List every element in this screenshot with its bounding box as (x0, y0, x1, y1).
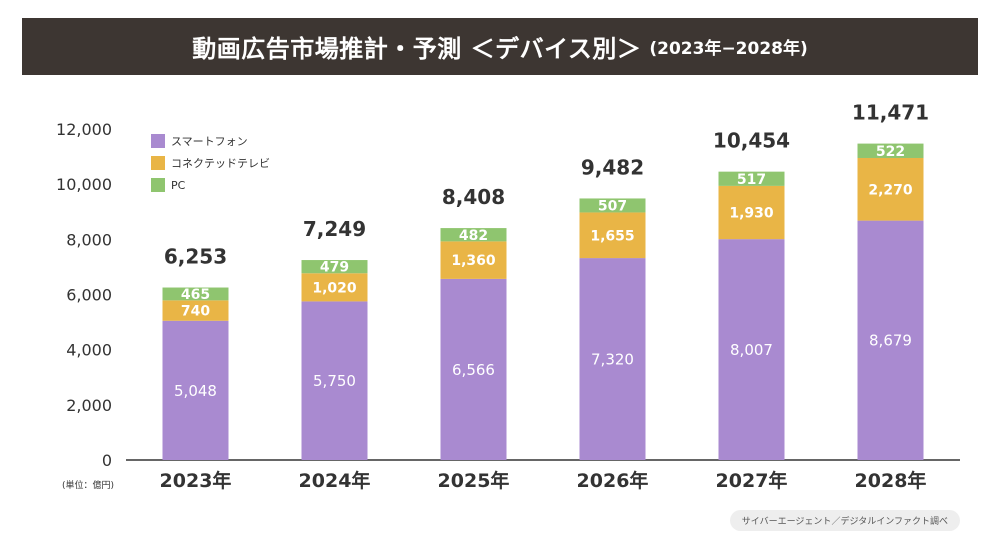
bar-value-label: 482 (459, 228, 488, 244)
bar-segment (579, 198, 646, 213)
bar-segment (301, 301, 368, 460)
bar-segment (718, 239, 785, 460)
y-tick-label: 2,000 (66, 396, 112, 415)
y-tick-label: 12,000 (56, 120, 112, 139)
x-tick-label: 2027年 (716, 469, 788, 492)
bar-segment (162, 287, 229, 301)
bar-segment (162, 320, 229, 460)
bar-segment (718, 171, 785, 186)
bar-value-label: 5,750 (313, 372, 356, 390)
bar-value-label: 7,320 (591, 350, 634, 368)
y-tick-label: 6,000 (66, 286, 112, 305)
bar-value-label: 1,930 (729, 206, 774, 222)
bar-value-label: 2,270 (868, 182, 913, 198)
bar-segment (162, 300, 229, 321)
y-tick-label: 10,000 (56, 175, 112, 194)
bar-value-label: 6,566 (452, 361, 495, 379)
legend-label: PC (171, 179, 186, 192)
bar-value-label: 507 (598, 198, 627, 214)
bar-segment (440, 278, 507, 460)
bar-total-label: 6,253 (164, 245, 227, 269)
bar-segment (440, 228, 507, 242)
x-tick-label: 2024年 (299, 469, 371, 492)
bar-value-label: 1,655 (590, 228, 634, 244)
bar-segment (718, 185, 785, 240)
bar-value-label: 5,048 (174, 382, 217, 400)
y-tick-label: 8,000 (66, 230, 112, 249)
bar-value-label: 465 (181, 287, 210, 303)
bar-total-label: 10,454 (713, 129, 790, 153)
bar-value-label: 517 (737, 172, 766, 188)
x-tick-label: 2025年 (438, 469, 510, 492)
bar-segment (857, 220, 924, 460)
bar-value-label: 522 (876, 144, 905, 160)
bar-segment (301, 260, 368, 274)
y-tick-label: 4,000 (66, 341, 112, 360)
bar-total-label: 11,471 (852, 101, 929, 125)
bar-segment (857, 157, 924, 221)
bar-value-label: 1,360 (451, 253, 496, 269)
bar-value-label: 8,679 (869, 332, 912, 350)
source-note: サイバーエージェント／デジタルインファクト調べ (729, 510, 960, 531)
bar-segment (579, 212, 646, 259)
legend-label: コネクテッドテレビ (171, 157, 270, 170)
bar-segment (440, 241, 507, 279)
bar-total-label: 9,482 (581, 155, 644, 179)
legend-swatch (151, 178, 165, 192)
chart-subtitle: (2023年−2028年) (649, 39, 808, 59)
title-bar: 動画広告市場推計・予測 ＜デバイス別＞ (2023年−2028年) (22, 18, 978, 75)
unit-label: (単位：億円) (62, 479, 114, 491)
x-tick-label: 2026年 (577, 469, 649, 492)
bar-value-label: 479 (320, 260, 349, 276)
x-tick-label: 2023年 (160, 469, 232, 492)
bar-segment (857, 143, 924, 158)
bar-value-label: 740 (181, 304, 210, 320)
bar-value-label: 1,020 (312, 280, 357, 296)
x-tick-label: 2028年 (855, 469, 927, 492)
legend-label: スマートフォン (171, 135, 248, 148)
bar-total-label: 8,408 (442, 185, 505, 209)
bar-value-label: 8,007 (730, 341, 773, 359)
y-tick-label: 0 (102, 451, 112, 470)
bar-total-label: 7,249 (303, 217, 366, 241)
bar-segment (579, 258, 646, 460)
legend-swatch (151, 156, 165, 170)
legend-swatch (151, 134, 165, 148)
chart-title: 動画広告市場推計・予測 ＜デバイス別＞ (192, 35, 642, 63)
bar-segment (301, 273, 368, 302)
